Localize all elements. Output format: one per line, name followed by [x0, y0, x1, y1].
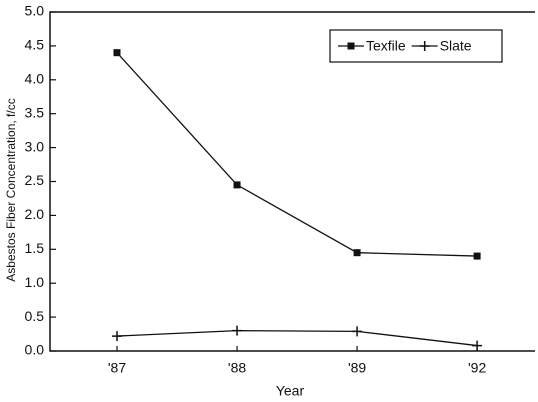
marker [472, 340, 483, 351]
y-axis-label: Asbestos Fiber Concentration, f/cc [4, 98, 18, 281]
axis [49, 11, 535, 352]
y-tick-label: 1.5 [25, 240, 45, 256]
marker [352, 326, 363, 337]
x-tick-label: '89 [348, 360, 366, 376]
marker [347, 42, 355, 50]
legend-label: Slate [440, 38, 472, 54]
y-tick-label: 1.0 [25, 274, 45, 290]
x-axis-label: Year [276, 383, 305, 399]
marker [419, 41, 430, 51]
marker [233, 181, 241, 189]
y-tick-label: 0.0 [25, 342, 45, 358]
marker [353, 249, 361, 257]
marker [112, 331, 122, 342]
series-line [116, 52, 478, 257]
marker [113, 49, 121, 57]
x-tick-label: '88 [228, 360, 246, 376]
y-tick-label: 3.5 [25, 104, 45, 120]
x-tick-label: '92 [468, 360, 486, 376]
y-tick-label: 2.5 [25, 172, 45, 188]
marker [473, 252, 481, 260]
y-tick-label: 2.0 [25, 206, 45, 222]
marker [232, 325, 243, 336]
legend-label: Texfile [366, 38, 406, 54]
series-line [116, 330, 478, 347]
y-tick-label: 3.0 [25, 138, 45, 154]
x-tick-label: '87 [108, 360, 126, 376]
y-tick-label: 4.5 [25, 37, 45, 53]
y-tick-label: 0.5 [25, 308, 45, 324]
y-tick-label: 4.0 [25, 71, 45, 87]
y-tick-label: 5.0 [25, 3, 45, 19]
